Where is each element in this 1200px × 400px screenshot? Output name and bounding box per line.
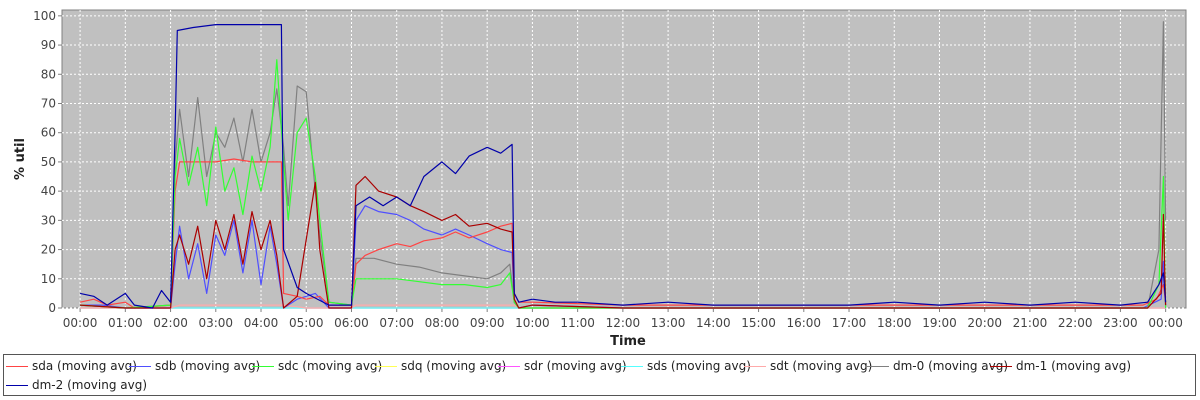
legend-label: sda (moving avg) (32, 359, 137, 373)
x-tick-label: 01:00 (108, 316, 143, 330)
y-tick-label: 90 (41, 38, 56, 52)
legend-swatch (867, 365, 889, 367)
x-tick-label: 14:00 (696, 316, 731, 330)
x-tick-label: 00:00 (1148, 316, 1183, 330)
legend-label: sdq (moving avg) (401, 359, 507, 373)
x-tick-label: 10:00 (515, 316, 550, 330)
x-tick-label: 11:00 (560, 316, 595, 330)
legend-item: dm-1 (moving avg) (990, 357, 1131, 375)
legend-label: dm-1 (moving avg) (1016, 359, 1132, 373)
x-tick-label: 09:00 (470, 316, 505, 330)
line-chart: 0 10 20 30 40 50 60 70 80 90 100 00:00 01:00 02:00 03… (13, 9, 1187, 349)
x-axis-label: Time (610, 334, 646, 349)
legend-item: sda (moving avg) (6, 357, 137, 375)
x-tick-label: 12:00 (606, 316, 641, 330)
x-tick-label: 19:00 (922, 316, 957, 330)
x-tick-label: 22:00 (1058, 316, 1093, 330)
legend-label: dm-2 (moving avg) (32, 378, 148, 392)
legend: sda (moving avg) sdb (moving avg) sdc (mov… (3, 354, 1196, 396)
x-tick-label: 17:00 (832, 316, 867, 330)
y-tick-label: 70 (41, 96, 56, 110)
y-tick-label: 100 (33, 9, 56, 23)
legend-swatch (129, 365, 151, 367)
y-tick-label: 40 (41, 184, 56, 198)
y-tick-label: 50 (41, 155, 56, 169)
legend-item: sdr (moving avg) (498, 357, 627, 375)
legend-swatch (6, 384, 28, 386)
legend-swatch (6, 365, 28, 367)
legend-swatch (375, 365, 397, 367)
x-tick-label: 07:00 (379, 316, 414, 330)
x-tick-label: 16:00 (786, 316, 821, 330)
x-tick-label: 20:00 (967, 316, 1002, 330)
y-tick-label: 60 (41, 126, 56, 140)
legend-item: sds (moving avg) (621, 357, 751, 375)
x-tick-label: 15:00 (741, 316, 776, 330)
x-tick-label: 21:00 (1013, 316, 1048, 330)
y-axis: 0 10 20 30 40 50 60 70 80 90 100 (33, 9, 62, 315)
plot-area (61, 9, 1187, 309)
y-tick-label: 0 (48, 301, 56, 315)
legend-swatch (744, 365, 766, 367)
legend-label: sdc (moving avg) (278, 359, 383, 373)
legend-item: sdc (moving avg) (252, 357, 382, 375)
y-tick-label: 10 (41, 272, 56, 286)
legend-swatch (621, 365, 643, 367)
x-tick-label: 18:00 (877, 316, 912, 330)
x-tick-label: 03:00 (198, 316, 233, 330)
x-axis: 00:00 01:00 02:00 03:00 04:00 05:00 06:00 07:00… (63, 308, 1183, 330)
series-line-dm-1 (80, 175, 1167, 309)
legend-label: sdr (moving avg) (524, 359, 627, 373)
legend-label: sdb (moving avg) (155, 359, 261, 373)
x-tick-label: 05:00 (289, 316, 324, 330)
series-line-dm-2 (79, 24, 1167, 309)
y-tick-label: 30 (41, 213, 56, 227)
legend-item: sdb (moving avg) (129, 357, 260, 375)
legend-item: sdq (moving avg) (375, 357, 506, 375)
legend-swatch (498, 365, 520, 367)
legend-swatch (990, 365, 1012, 367)
series-lines (79, 21, 1167, 309)
y-tick-label: 20 (41, 243, 56, 257)
legend-swatch (252, 365, 274, 367)
legend-label: dm-0 (moving avg) (893, 359, 1009, 373)
x-tick-label: 00:00 (63, 316, 98, 330)
legend-label: sds (moving avg) (647, 359, 751, 373)
legend-item: dm-2 (moving avg) (6, 376, 147, 394)
x-tick-label: 04:00 (244, 316, 279, 330)
legend-item: sdt (moving avg) (744, 357, 872, 375)
legend-item: dm-0 (moving avg) (867, 357, 1008, 375)
legend-label: sdt (moving avg) (770, 359, 873, 373)
x-tick-label: 06:00 (334, 316, 369, 330)
x-tick-label: 08:00 (425, 316, 460, 330)
y-axis-label: % util (13, 138, 28, 180)
x-tick-label: 23:00 (1103, 316, 1138, 330)
x-tick-label: 02:00 (153, 316, 188, 330)
x-tick-label: 13:00 (651, 316, 686, 330)
y-tick-label: 80 (41, 67, 56, 81)
